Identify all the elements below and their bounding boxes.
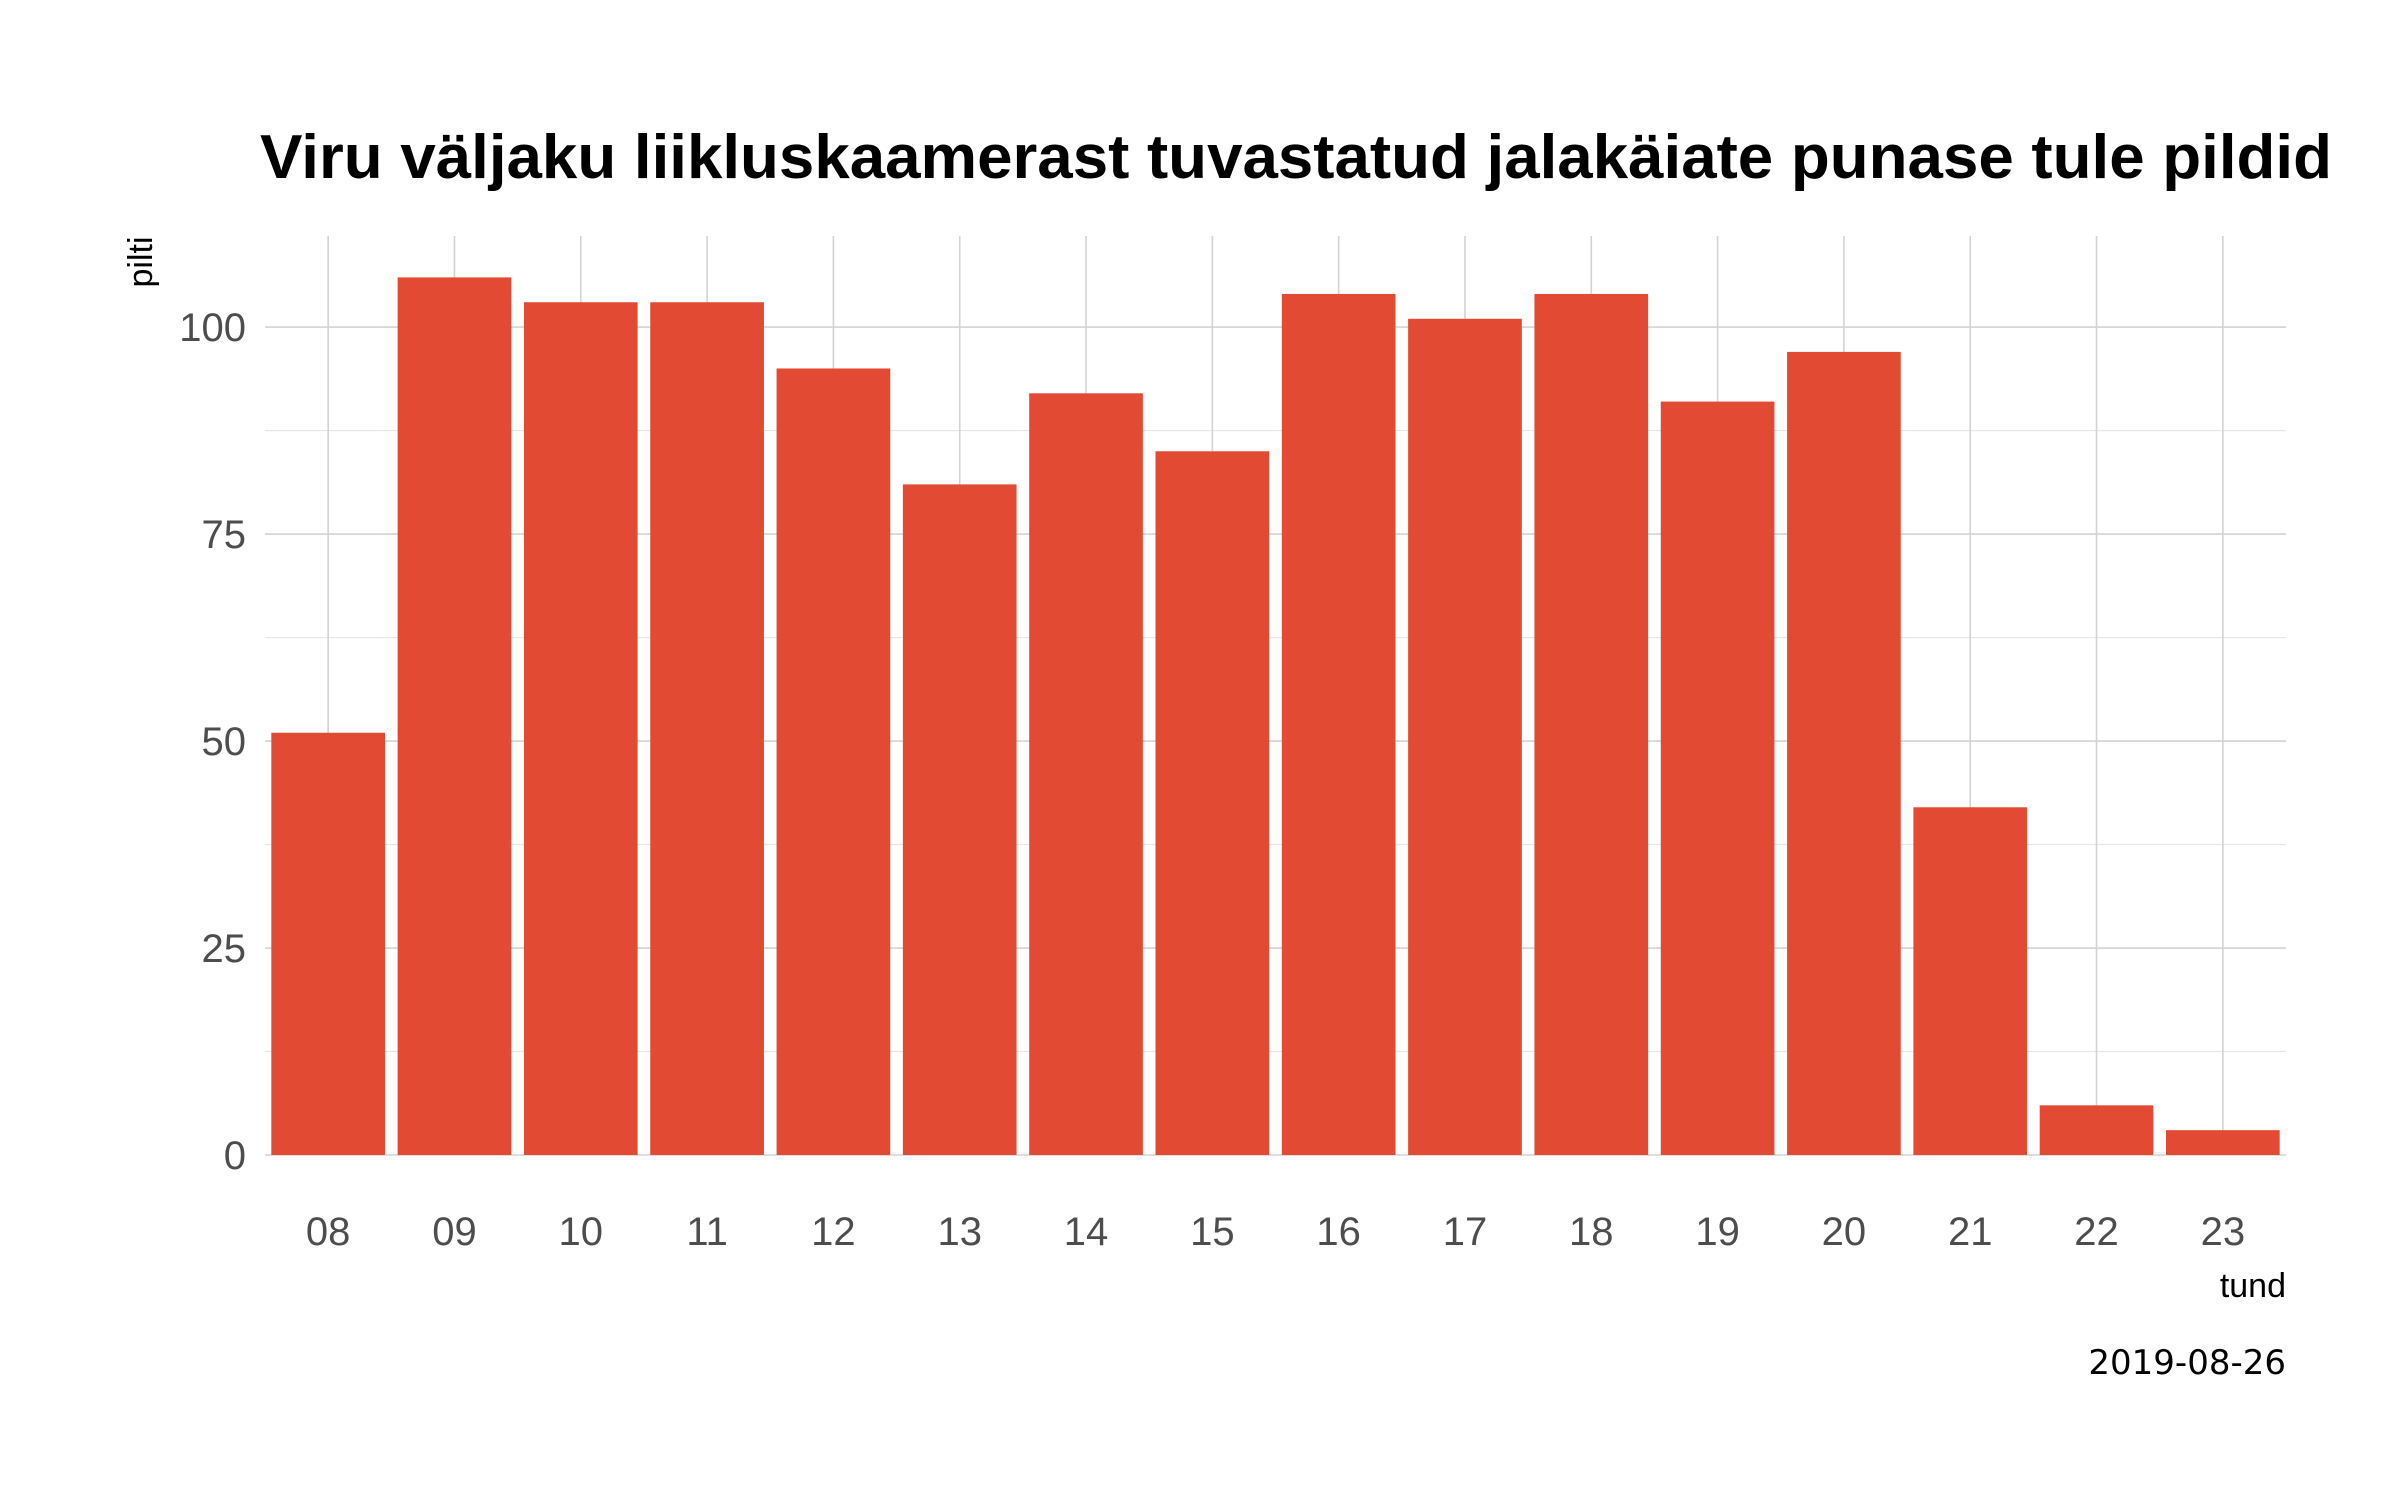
x-tick-label: 12	[811, 1210, 856, 1254]
y-tick-label: 0	[224, 1134, 246, 1178]
x-tick-label: 15	[1190, 1210, 1235, 1254]
y-tick-label: 100	[179, 306, 246, 350]
bar-23	[2166, 1130, 2280, 1155]
bar-11	[650, 302, 764, 1155]
bar-13	[902, 484, 1017, 1155]
x-tick-label: 17	[1443, 1210, 1488, 1254]
caption-date: 2019-08-26	[2088, 1343, 2286, 1383]
bar-15	[1155, 451, 1270, 1156]
y-tick-label: 50	[202, 720, 247, 764]
x-axis-ticks: 08 09 10 11 12 13 14 15 16 17 18 19 20 21 22 23	[306, 1210, 2245, 1254]
bar-09	[397, 277, 512, 1156]
y-tick-label: 75	[202, 513, 247, 557]
x-tick-label: 14	[1064, 1210, 1109, 1254]
x-tick-label: 20	[1822, 1210, 1867, 1254]
chart-title: Viru väljaku liikluskaamerast tuvastatud…	[260, 123, 2332, 192]
bar-19	[1660, 401, 1775, 1155]
bar-10	[523, 302, 638, 1155]
x-tick-label: 10	[559, 1210, 604, 1254]
x-tick-label: 11	[686, 1210, 728, 1254]
bar-14	[1029, 393, 1143, 1156]
x-tick-label: 09	[432, 1210, 477, 1254]
x-tick-label: 18	[1569, 1210, 1614, 1254]
bar-17	[1408, 318, 1522, 1155]
y-axis-ticks: 0 25 50 75 100	[179, 306, 246, 1178]
bar-18	[1534, 293, 1649, 1155]
bar-20	[1787, 351, 1901, 1155]
x-tick-label: 13	[937, 1210, 982, 1254]
x-tick-label: 16	[1316, 1210, 1361, 1254]
y-axis-title: pilti	[122, 236, 160, 287]
x-axis-title: tund	[2220, 1267, 2286, 1305]
x-tick-label: 19	[1695, 1210, 1740, 1254]
x-tick-label: 21	[1948, 1210, 1993, 1254]
y-tick-label: 25	[202, 927, 247, 971]
x-tick-label: 23	[2201, 1210, 2246, 1254]
bar-21	[1913, 807, 2028, 1155]
x-tick-label: 22	[2074, 1210, 2119, 1254]
bar-16	[1281, 293, 1396, 1155]
bar-22	[2039, 1105, 2154, 1155]
bar-08	[271, 732, 385, 1155]
bars	[271, 277, 2280, 1156]
x-tick-label: 08	[306, 1210, 351, 1254]
bar-12	[776, 368, 891, 1155]
